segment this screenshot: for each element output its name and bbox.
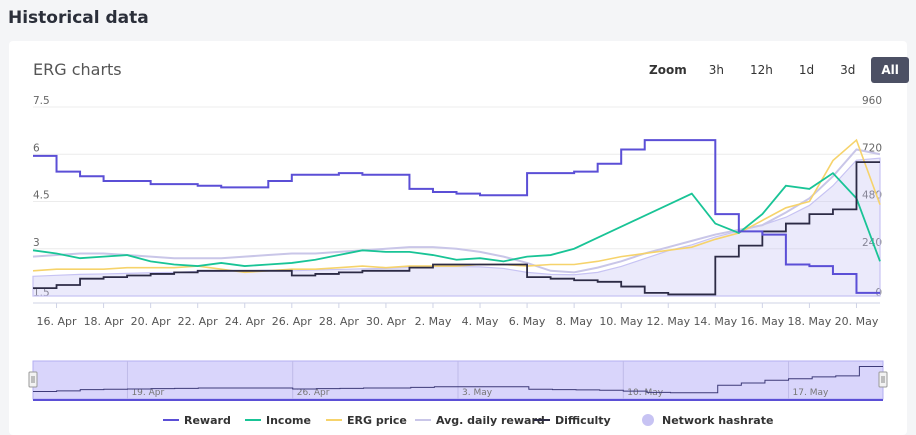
navigator-tick-label: 17. May	[793, 388, 829, 398]
x-axis-tick-label: 4. May	[462, 315, 499, 328]
left-axis-tick-label: 4.5	[33, 190, 50, 202]
navigator-series-line	[33, 366, 883, 394]
navigator-right-handle[interactable]	[878, 371, 888, 388]
x-axis-tick-label: 26. Apr	[272, 315, 312, 328]
left-axis-tick-label: 6	[33, 142, 40, 154]
left-axis-tick-label: 3	[33, 237, 40, 249]
zoom-label: Zoom	[649, 63, 687, 77]
chart-title: ERG charts	[33, 60, 122, 79]
x-axis-tick-label: 18. May	[788, 315, 832, 328]
series-income-line	[32, 171, 881, 267]
zoom-1d-button[interactable]: 1d	[798, 63, 815, 77]
navigator-left-handle[interactable]	[28, 371, 38, 388]
series-reward-line	[33, 139, 880, 294]
legend-item-reward[interactable]: Reward	[184, 414, 231, 427]
page-title: Historical data	[8, 8, 149, 28]
legend-item-avg-daily-reward[interactable]: Avg. daily reward	[436, 414, 545, 427]
navigator-tick-label: 19. Apr	[131, 388, 164, 398]
right-axis-tick-label: 240	[862, 237, 882, 249]
x-axis-tick-label: 8. May	[556, 315, 593, 328]
navigator-tick-label: 3. May	[462, 388, 493, 398]
x-axis-tick-label: 12. May	[646, 315, 690, 328]
legend-item-income[interactable]: Income	[266, 414, 311, 427]
legend-symbol-network-hashrate	[642, 414, 654, 426]
legend-item-difficulty[interactable]: Difficulty	[555, 414, 611, 427]
navigator-tick-label: 26. Apr	[297, 388, 330, 398]
right-axis-tick-label: 960	[862, 95, 882, 107]
x-axis-tick-label: 14. May	[693, 315, 737, 328]
zoom-3d-button[interactable]: 3d	[840, 63, 856, 77]
zoom-12h-button[interactable]: 12h	[749, 63, 773, 77]
legend-item-network-hashrate[interactable]: Network hashrate	[662, 414, 773, 427]
x-axis-tick-label: 30. Apr	[366, 315, 406, 328]
navigator-tick-label: 10. May	[627, 388, 663, 398]
zoom-3h-button[interactable]: 3h	[708, 63, 724, 77]
series-difficulty-line	[33, 161, 880, 296]
x-axis-tick-label: 6. May	[509, 315, 546, 328]
x-axis-tick-label: 18. Apr	[84, 315, 124, 328]
x-axis-tick-label: 2. May	[415, 315, 452, 328]
x-axis-tick-label: 16. Apr	[37, 315, 77, 328]
x-axis-tick-label: 20. Apr	[131, 315, 171, 328]
x-axis-tick-label: 24. Apr	[225, 315, 265, 328]
x-axis-tick-label: 10. May	[599, 315, 643, 328]
x-axis-tick-label: 22. Apr	[178, 315, 218, 328]
zoom-all-button[interactable]: All	[871, 57, 909, 83]
x-axis-tick-label: 16. May	[740, 315, 784, 328]
legend-item-erg-price[interactable]: ERG price	[347, 414, 407, 427]
zoom-controls: Zoom 3h 12h 1d 3d All	[649, 57, 909, 83]
x-axis-tick-label: 28. Apr	[319, 315, 359, 328]
x-axis-tick-label: 20. May	[835, 315, 879, 328]
left-axis-tick-label: 7.5	[33, 95, 50, 107]
